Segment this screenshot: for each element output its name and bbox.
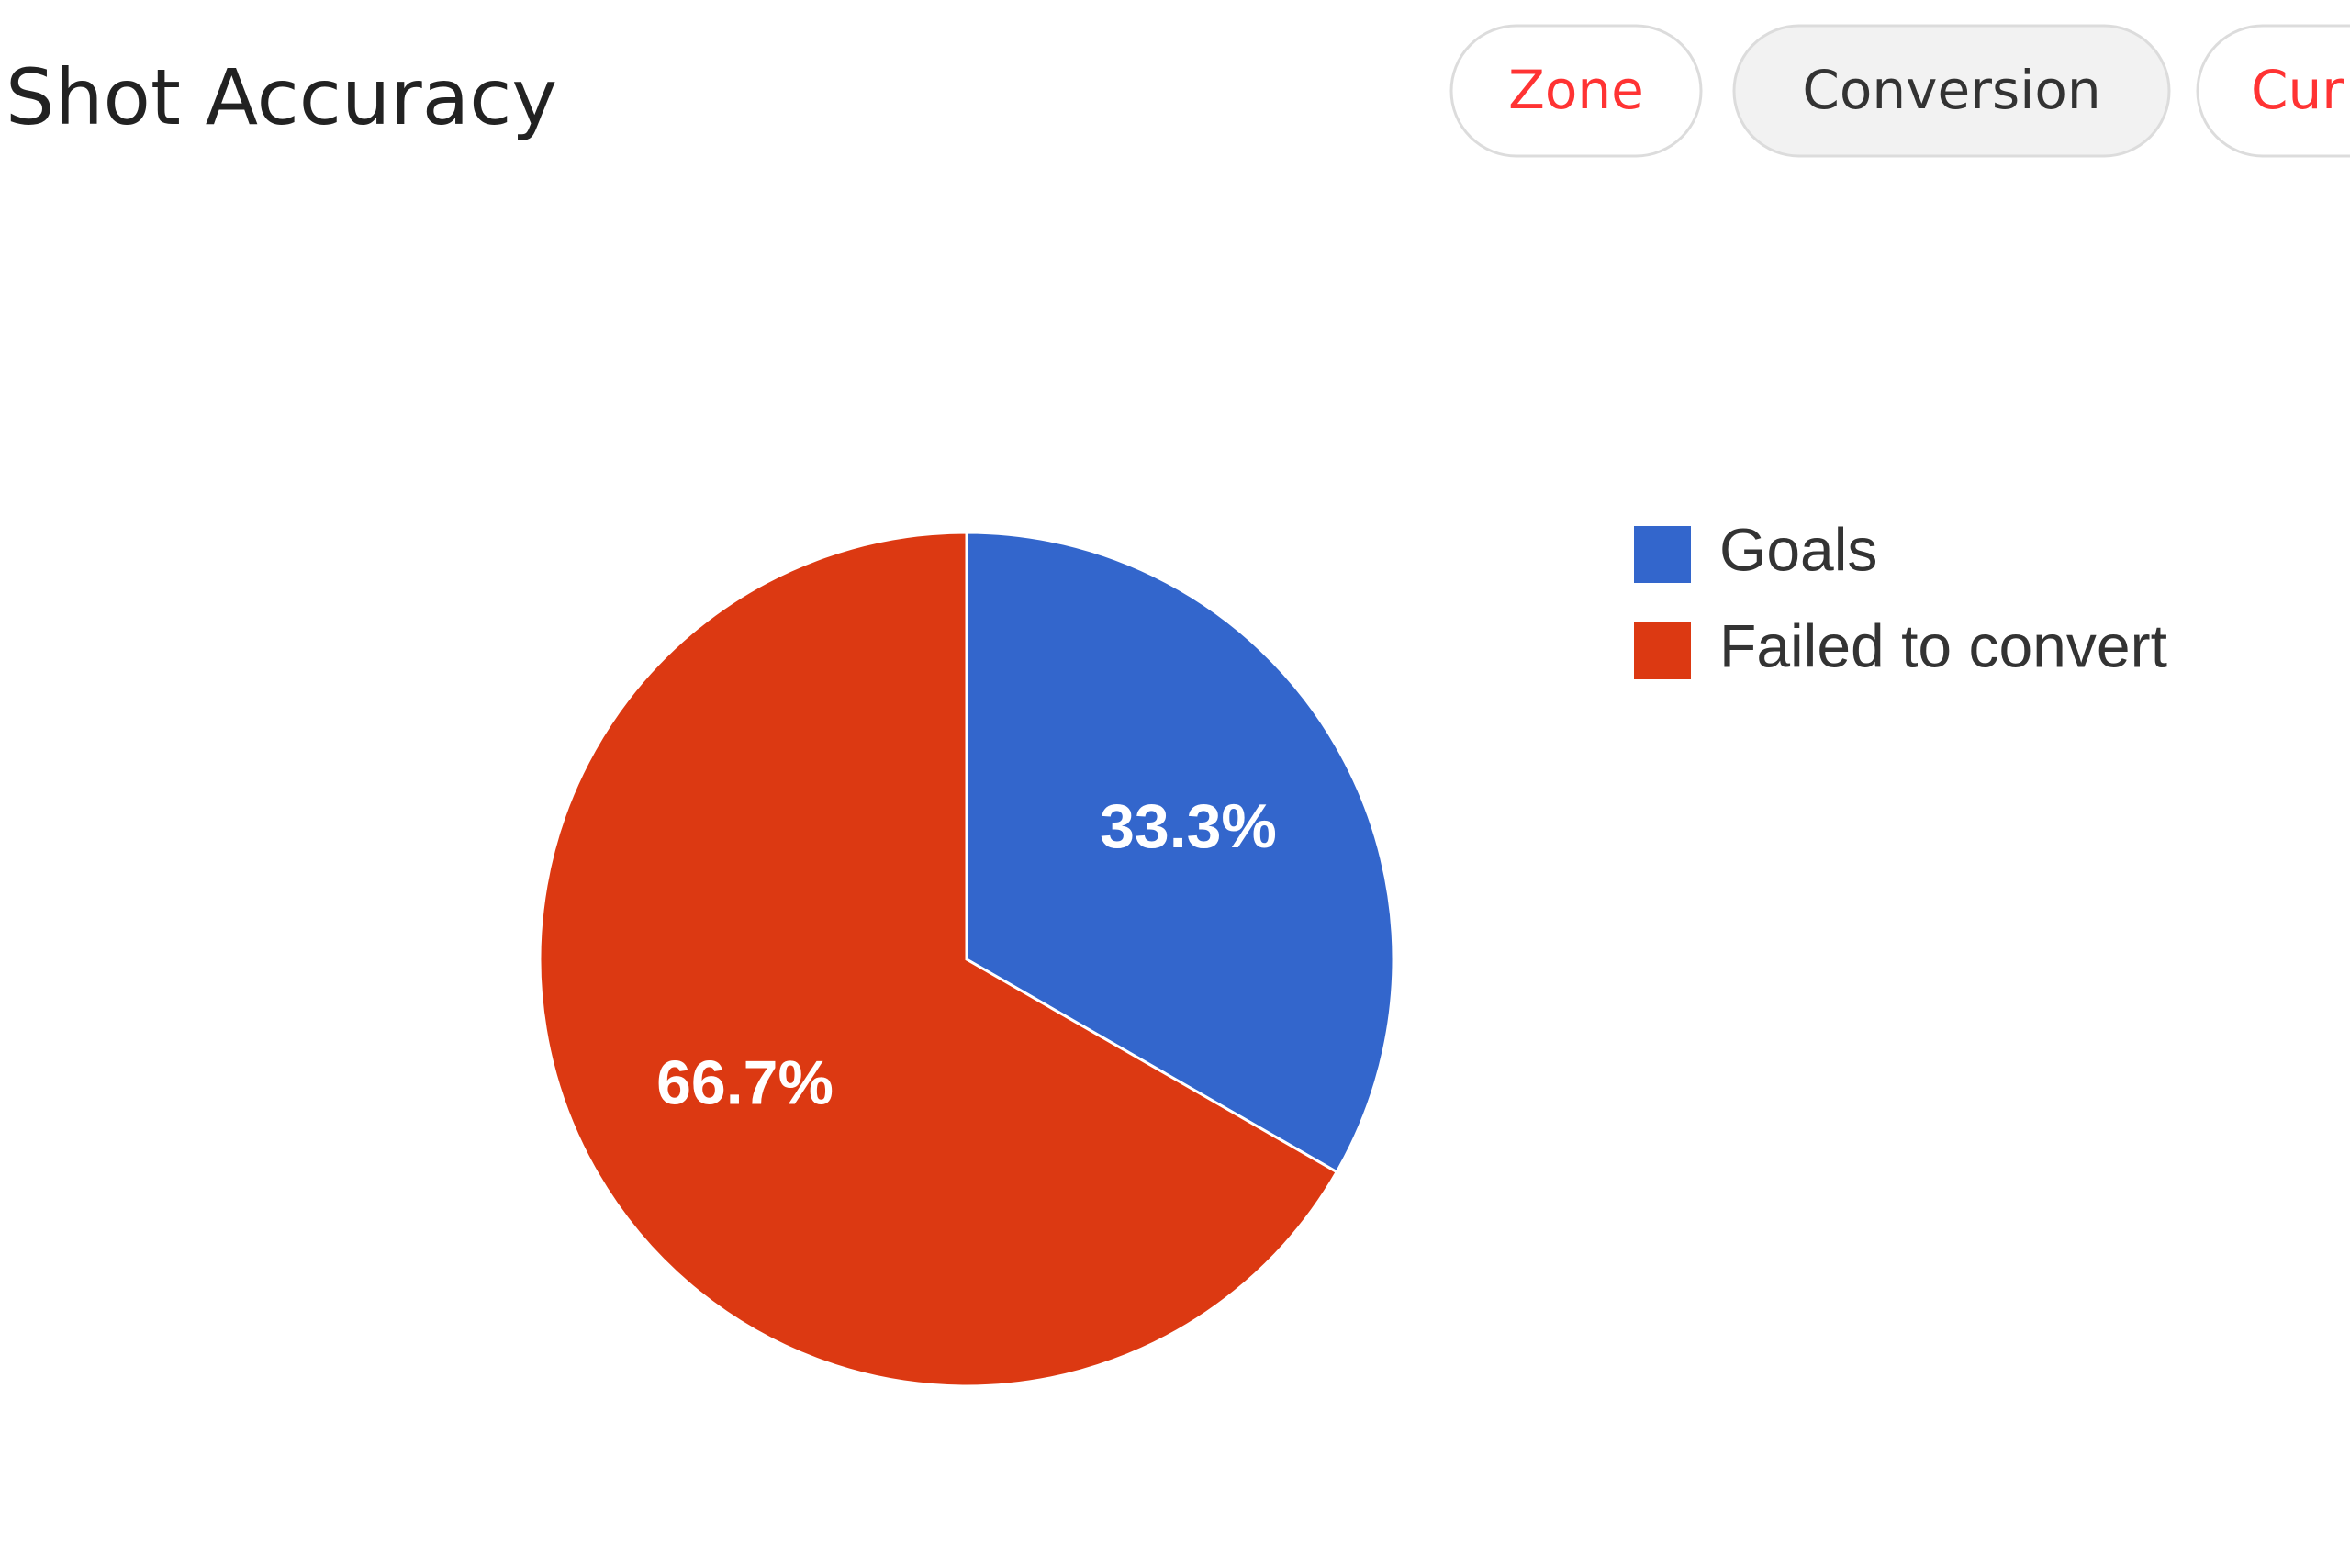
legend-swatch: [1634, 526, 1691, 583]
tab-label[interactable]: Conversion: [1802, 59, 2100, 121]
tab-button[interactable]: [1732, 24, 2171, 158]
chart-title: Shot Accuracy: [6, 52, 557, 142]
tab-button[interactable]: [2196, 24, 2350, 158]
legend-label: Goals: [1719, 515, 1877, 583]
legend-swatch: [1634, 622, 1691, 679]
pie-slice: [965, 531, 1395, 1174]
tab-button[interactable]: [1449, 24, 1703, 158]
tab-label[interactable]: Zone: [1508, 59, 1644, 121]
pie-slice: [538, 531, 1339, 1388]
legend-label: Failed to convert: [1719, 611, 2167, 679]
tab-label[interactable]: Cur: [2251, 59, 2344, 121]
slice-label: 33.3%: [1100, 791, 1277, 861]
slice-label: 66.7%: [656, 1048, 834, 1118]
